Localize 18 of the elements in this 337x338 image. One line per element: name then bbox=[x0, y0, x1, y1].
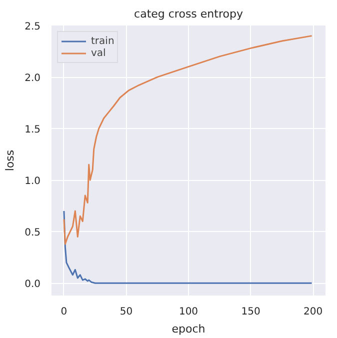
line-series bbox=[63, 210, 313, 284]
x-tick-label: 100 bbox=[178, 306, 198, 318]
x-tick-label: 0 bbox=[60, 306, 68, 318]
chart-title: categ cross entropy bbox=[134, 8, 244, 20]
y-tick-label: 2.0 bbox=[24, 73, 41, 84]
x-tick-label: 200 bbox=[304, 306, 323, 318]
x-tick-label: 50 bbox=[120, 306, 133, 318]
legend-label: val bbox=[91, 47, 107, 59]
x-tick-label: 150 bbox=[241, 306, 260, 318]
legend-label: train bbox=[91, 35, 114, 47]
y-axis-title: loss bbox=[4, 150, 17, 172]
y-tick-label: 1.5 bbox=[24, 124, 41, 136]
y-tick-label: 1.0 bbox=[24, 176, 41, 188]
line-series bbox=[63, 35, 313, 245]
y-tick-label: 2.5 bbox=[24, 22, 41, 32]
y-tick-label: 0.5 bbox=[24, 228, 41, 239]
x-axis-title: epoch bbox=[172, 322, 206, 336]
y-tick-label: 0.0 bbox=[24, 279, 41, 290]
